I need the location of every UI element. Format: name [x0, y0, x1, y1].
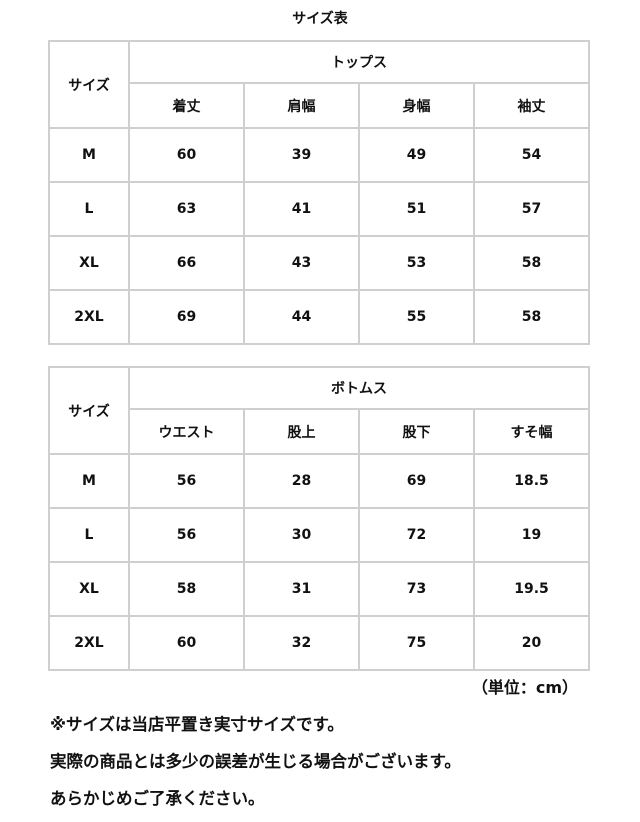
size-cell: XL: [48, 235, 130, 291]
table-row: L 56 30 72 19: [48, 507, 590, 563]
note-line: ※サイズは当店平置き実寸サイズです。: [50, 715, 344, 734]
notes: ※サイズは当店平置き実寸サイズです。 実際の商品とは多少の誤差が生じる場合がござ…: [50, 706, 461, 817]
table-row: M 60 39 49 54: [48, 127, 590, 183]
table-row: M 56 28 69 18.5: [48, 453, 590, 509]
table-row: XL 66 43 53 58: [48, 235, 590, 291]
size-cell: 2XL: [48, 615, 130, 671]
unit-label: （単位：cm）: [471, 678, 578, 697]
value-cell: 53: [358, 235, 475, 291]
value-cell: 56: [128, 507, 245, 563]
value-cell: 58: [473, 235, 590, 291]
size-cell: 2XL: [48, 289, 130, 345]
value-cell: 43: [243, 235, 360, 291]
value-cell: 75: [358, 615, 475, 671]
value-cell: 55: [358, 289, 475, 345]
value-cell: 30: [243, 507, 360, 563]
value-cell: 58: [473, 289, 590, 345]
size-cell: L: [48, 507, 130, 563]
value-cell: 54: [473, 127, 590, 183]
tops-size-table: サイズ トップス 着丈 肩幅 身幅 袖丈 M 60 39 49 54 L 63 41 51 57 X…: [48, 40, 590, 345]
size-header: サイズ: [48, 40, 130, 129]
column-header: 袖丈: [473, 82, 590, 129]
column-header: すそ幅: [473, 408, 590, 455]
value-cell: 66: [128, 235, 245, 291]
value-cell: 51: [358, 181, 475, 237]
value-cell: 18.5: [473, 453, 590, 509]
group-header: トップス: [128, 40, 590, 84]
value-cell: 60: [128, 615, 245, 671]
table-row: 2XL 69 44 55 58: [48, 289, 590, 345]
value-cell: 57: [473, 181, 590, 237]
note-line: あらかじめご了承ください。: [50, 789, 265, 808]
value-cell: 44: [243, 289, 360, 345]
size-cell: L: [48, 181, 130, 237]
value-cell: 32: [243, 615, 360, 671]
table-row: 2XL 60 32 75 20: [48, 615, 590, 671]
value-cell: 63: [128, 181, 245, 237]
value-cell: 49: [358, 127, 475, 183]
value-cell: 20: [473, 615, 590, 671]
table-row: L 63 41 51 57: [48, 181, 590, 237]
value-cell: 19.5: [473, 561, 590, 617]
column-header: 肩幅: [243, 82, 360, 129]
bottoms-size-table: サイズ ボトムス ウエスト 股上 股下 すそ幅 M 56 28 69 18.5 L 56 30…: [48, 366, 590, 671]
size-cell: M: [48, 453, 130, 509]
value-cell: 31: [243, 561, 360, 617]
group-header: ボトムス: [128, 366, 590, 410]
value-cell: 28: [243, 453, 360, 509]
value-cell: 58: [128, 561, 245, 617]
column-header: 身幅: [358, 82, 475, 129]
value-cell: 41: [243, 181, 360, 237]
value-cell: 69: [358, 453, 475, 509]
column-header: ウエスト: [128, 408, 245, 455]
size-header: サイズ: [48, 366, 130, 455]
value-cell: 56: [128, 453, 245, 509]
value-cell: 73: [358, 561, 475, 617]
size-cell: XL: [48, 561, 130, 617]
page-title: サイズ表: [292, 11, 348, 27]
value-cell: 72: [358, 507, 475, 563]
note-line: 実際の商品とは多少の誤差が生じる場合がございます。: [50, 752, 461, 771]
column-header: 股上: [243, 408, 360, 455]
value-cell: 69: [128, 289, 245, 345]
column-header: 着丈: [128, 82, 245, 129]
column-header: 股下: [358, 408, 475, 455]
table-row: XL 58 31 73 19.5: [48, 561, 590, 617]
value-cell: 19: [473, 507, 590, 563]
value-cell: 39: [243, 127, 360, 183]
value-cell: 60: [128, 127, 245, 183]
size-cell: M: [48, 127, 130, 183]
